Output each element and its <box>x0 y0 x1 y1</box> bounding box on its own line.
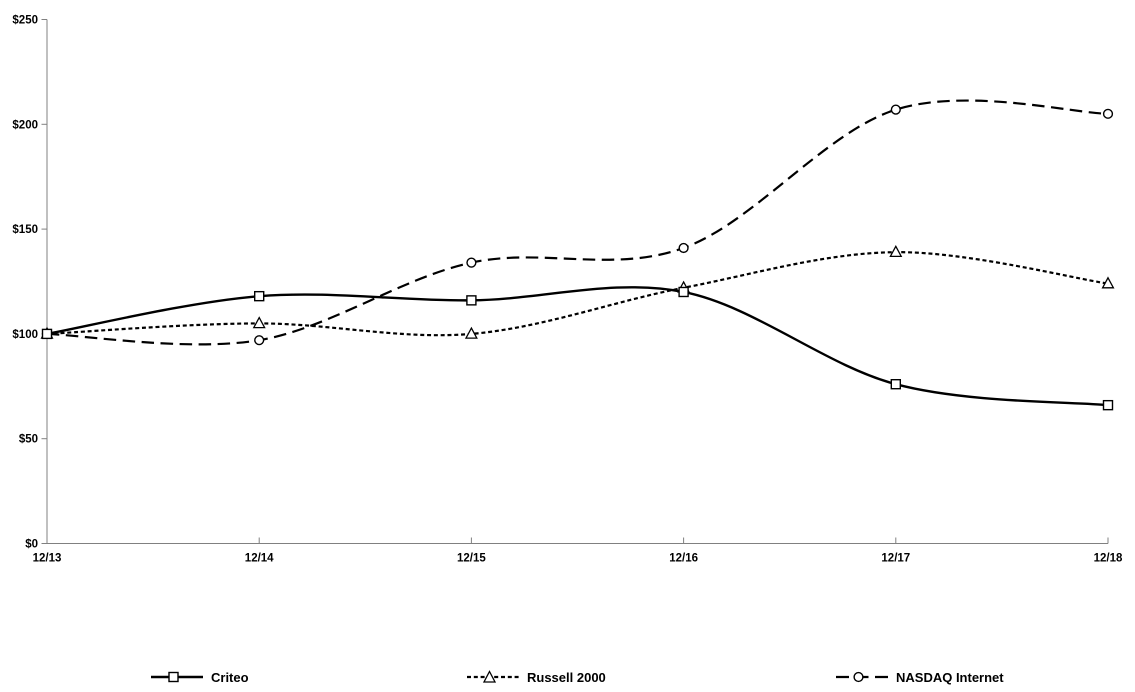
x-tick-label: 12/18 <box>1094 553 1123 565</box>
y-tick-label: $0 <box>25 539 38 551</box>
legend-label-russell-2000: Russell 2000 <box>527 669 606 685</box>
x-tick-label: 12/13 <box>33 553 62 565</box>
y-tick-label: $150 <box>12 224 38 236</box>
russell-2000-line-sample-icon <box>467 670 519 683</box>
series-line-russell-2000 <box>46 251 1109 337</box>
legend-label-nasdaq-internet: NASDAQ Internet <box>896 669 1004 685</box>
y-tick-label: $100 <box>12 329 38 341</box>
marker-triangle-russell-2000 <box>252 316 266 329</box>
marker-circle-nasdaq-internet <box>678 242 689 254</box>
marker-circle-nasdaq-internet <box>1102 108 1114 119</box>
y-tick-label: $50 <box>19 434 38 446</box>
series-line-nasdaq-internet <box>46 99 1109 346</box>
chart-plot-area: $0 $50 $100 $150 $200 $250 12/13 12/14 12/15 12/1… <box>12 15 1123 565</box>
marker-triangle-russell-2000 <box>464 326 478 339</box>
series-line-criteo <box>46 286 1109 407</box>
y-tick-label: $250 <box>12 15 38 27</box>
marker-circle-nasdaq-internet <box>254 335 265 346</box>
marker-circle-nasdaq-internet <box>890 104 901 115</box>
circle-marker-icon <box>853 671 864 683</box>
marker-square-criteo <box>253 290 265 302</box>
marker-square-criteo <box>678 286 689 298</box>
x-tick-label: 12/17 <box>881 553 910 565</box>
triangle-marker-icon <box>482 670 497 683</box>
x-tick-label: 12/15 <box>457 553 486 565</box>
chart-legend: Criteo Russell 2000 NASDAQ Internet <box>0 666 1135 692</box>
legend-label-criteo: Criteo <box>211 669 249 685</box>
marker-circle-nasdaq-internet <box>466 257 477 268</box>
criteo-line-sample-icon <box>151 671 203 683</box>
legend-entry-russell-2000: Russell 2000 <box>466 666 606 688</box>
legend-entry-criteo: Criteo <box>150 666 249 688</box>
y-tick-label: $200 <box>12 119 38 131</box>
x-tick-label: 12/14 <box>245 553 274 565</box>
x-tick-label: 12/16 <box>669 553 698 565</box>
square-marker-icon <box>168 671 179 683</box>
marker-square-criteo <box>890 379 901 390</box>
marker-square-criteo <box>41 328 53 340</box>
marker-square-criteo <box>1102 399 1114 411</box>
marker-triangle-russell-2000 <box>889 244 903 258</box>
marker-triangle-russell-2000 <box>1101 276 1115 289</box>
legend-entry-nasdaq-internet: NASDAQ Internet <box>835 666 1004 688</box>
nasdaq-internet-line-sample-icon <box>836 671 888 683</box>
marker-square-criteo <box>466 295 477 306</box>
